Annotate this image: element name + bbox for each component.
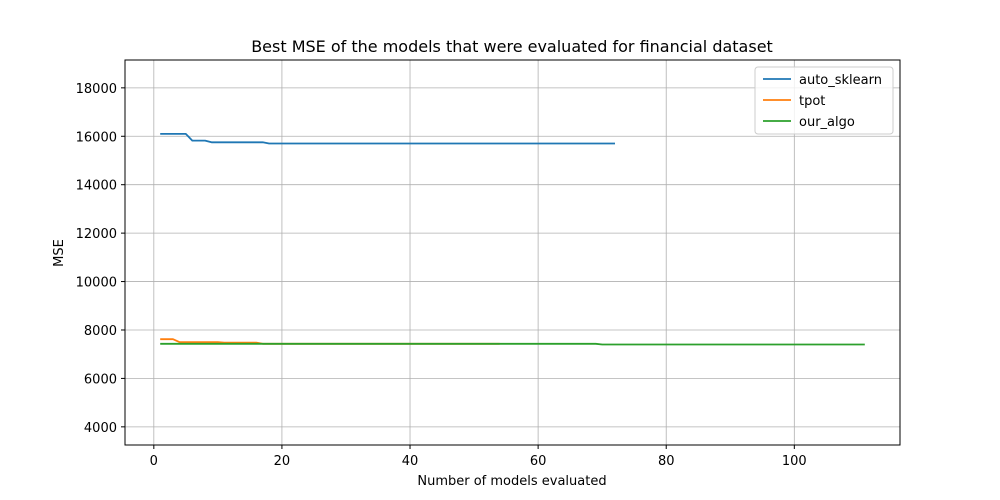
x-axis-label: Number of models evaluated — [417, 474, 606, 489]
y-tick-label: 12000 — [76, 227, 117, 242]
legend-box — [754, 66, 894, 135]
ticks: 0 20 40 60 80 100 4000 6000 8000 10000 12000 14000 1… — [76, 82, 807, 469]
series-layer — [160, 132, 865, 346]
x-tick-label: 40 — [402, 454, 419, 469]
plot-frame — [124, 59, 901, 446]
series-line-auto-sklearn — [160, 132, 615, 145]
x-tick-label: 20 — [274, 454, 291, 469]
x-tick-label: 100 — [782, 454, 807, 469]
y-axis-label: MSE — [52, 239, 67, 267]
grid — [125, 60, 900, 445]
x-tick-label: 0 — [150, 454, 158, 469]
x-tick-label: 60 — [530, 454, 547, 469]
y-tick-label: 8000 — [84, 324, 117, 339]
series-line-our-algo — [160, 342, 865, 346]
y-tick-label: 10000 — [76, 276, 117, 291]
x-tick-label: 80 — [658, 454, 675, 469]
legend-label: our_algo — [799, 115, 855, 130]
legend-label: tpot — [799, 94, 825, 109]
y-tick-label: 4000 — [84, 421, 117, 436]
legend-label: auto_sklearn — [799, 73, 882, 88]
y-tick-label: 14000 — [76, 179, 117, 194]
chart-title: Best MSE of the models that were evaluat… — [251, 37, 773, 56]
y-tick-label: 16000 — [76, 130, 117, 145]
y-tick-label: 18000 — [76, 82, 117, 97]
y-tick-label: 6000 — [84, 372, 117, 387]
